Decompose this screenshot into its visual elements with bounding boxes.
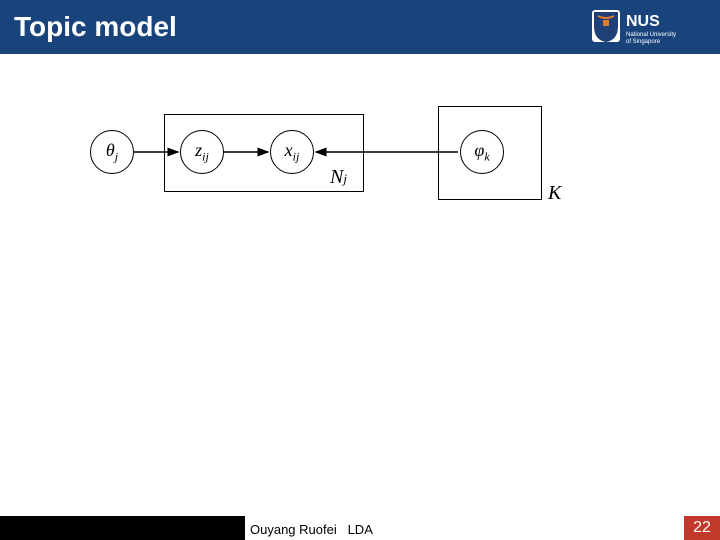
footer-topic: LDA: [348, 522, 373, 537]
footer-author: Ouyang Ruofei: [250, 522, 337, 537]
svg-text:NUS: NUS: [626, 13, 660, 30]
node-theta-main: θ: [106, 140, 115, 160]
node-z-sub: ij: [202, 149, 209, 163]
node-theta: θj: [90, 130, 134, 174]
node-phi-sub: k: [484, 149, 489, 163]
node-phi-main: φ: [474, 140, 484, 160]
svg-text:of Singapore: of Singapore: [626, 39, 661, 45]
node-x-sub: ij: [293, 149, 300, 163]
footer-text: Ouyang Ruofei LDA: [250, 522, 373, 537]
page-number: 22: [684, 516, 720, 540]
svg-text:National University: National University: [626, 32, 676, 38]
node-x: xij: [270, 130, 314, 174]
node-x-main: x: [285, 140, 293, 160]
edges: [70, 100, 630, 220]
node-z: zij: [180, 130, 224, 174]
slide-title: Topic model: [14, 11, 177, 43]
lda-plate-diagram: Nj K θj zij xij φk: [70, 100, 630, 220]
title-bar: Topic model NUS National University of S…: [0, 0, 720, 54]
slide: Topic model NUS National University of S…: [0, 0, 720, 540]
nus-logo: NUS National University of Singapore: [590, 6, 710, 46]
node-phi: φk: [460, 130, 504, 174]
footer-black-bar: [0, 516, 245, 540]
node-theta-sub: j: [115, 149, 118, 163]
